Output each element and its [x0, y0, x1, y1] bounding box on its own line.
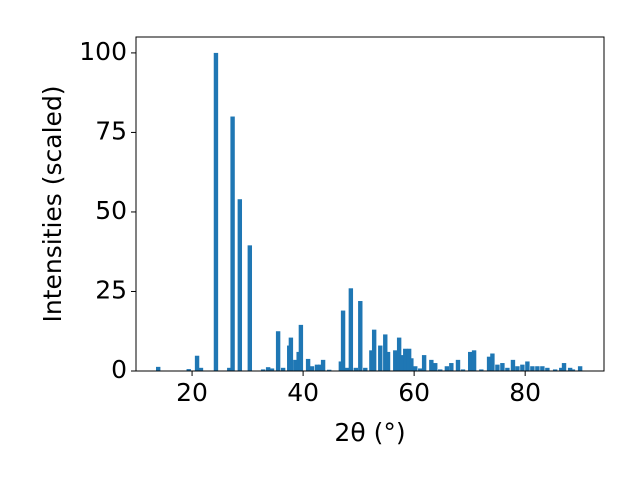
bar: [265, 367, 271, 371]
bar: [495, 364, 500, 371]
bar: [213, 52, 219, 372]
bar: [371, 329, 377, 371]
bar: [433, 363, 438, 371]
bar: [500, 363, 505, 371]
bar: [260, 369, 266, 371]
y-tick-label: 25: [95, 275, 127, 304]
bar: [455, 359, 461, 371]
bar: [429, 359, 434, 371]
bar: [403, 348, 408, 371]
bar: [156, 366, 161, 371]
bar: [383, 334, 388, 371]
bar: [396, 337, 402, 371]
bar: [309, 366, 315, 371]
bar: [296, 351, 301, 371]
bar: [298, 324, 304, 371]
bar: [194, 355, 200, 371]
bar: [247, 245, 253, 371]
x-tick-label: 80: [509, 378, 541, 407]
x-axis-label: 2θ (°): [334, 418, 405, 447]
x-tick-label: 20: [176, 378, 208, 407]
bar: [418, 368, 423, 371]
bar: [479, 369, 484, 371]
bar: [468, 351, 473, 371]
bar: [358, 301, 363, 371]
bar: [399, 355, 405, 371]
bar: [471, 350, 477, 371]
bar: [363, 367, 368, 371]
bar: [577, 366, 583, 371]
axes-frame: [135, 36, 605, 372]
bar: [413, 366, 418, 371]
bar: [326, 369, 332, 371]
bar: [520, 364, 525, 371]
bar: [421, 355, 427, 371]
bar: [525, 361, 530, 371]
bar: [540, 366, 545, 371]
bar: [444, 366, 450, 371]
y-tick-label: 50: [95, 196, 127, 225]
bar: [490, 353, 495, 371]
bar: [510, 359, 516, 371]
bar: [293, 359, 298, 371]
bar: [269, 368, 275, 371]
bar: [552, 369, 558, 371]
y-tick-label: 100: [79, 37, 127, 66]
bar: [280, 367, 286, 371]
bar: [305, 358, 311, 371]
bar: [227, 367, 232, 371]
bar: [406, 348, 412, 371]
bar: [409, 358, 414, 371]
bar: [198, 367, 204, 371]
bar: [567, 367, 573, 371]
bar: [230, 116, 235, 372]
bar: [237, 199, 243, 371]
bar: [449, 363, 454, 371]
bar: [378, 345, 383, 371]
y-tick-label: 0: [111, 355, 127, 384]
bar: [486, 356, 492, 371]
y-tick-label: 75: [95, 116, 127, 145]
bar: [438, 369, 443, 371]
x-tick-label: 40: [287, 378, 319, 407]
bar: [344, 367, 350, 371]
bars: [156, 52, 583, 372]
bar: [561, 363, 567, 371]
y-axis-label: Intensities (scaled): [38, 85, 67, 322]
bar: [505, 367, 510, 371]
x-tick-label: 60: [398, 378, 430, 407]
bar: [460, 369, 466, 371]
bar: [393, 350, 398, 371]
bar: [559, 367, 564, 371]
bar: [348, 288, 354, 371]
bar: [275, 331, 281, 371]
bar: [338, 361, 344, 371]
bar: [288, 337, 294, 371]
bar: [353, 367, 359, 371]
bar: [318, 364, 323, 371]
bar: [314, 364, 320, 371]
bar: [535, 366, 540, 371]
bar: [570, 369, 576, 371]
bar: [530, 366, 535, 371]
bar: [340, 310, 346, 371]
bar: [515, 366, 520, 371]
bar: [320, 359, 326, 371]
bar: [369, 350, 374, 371]
bar: [385, 351, 391, 371]
bar: [545, 367, 550, 371]
bar: [186, 369, 191, 371]
